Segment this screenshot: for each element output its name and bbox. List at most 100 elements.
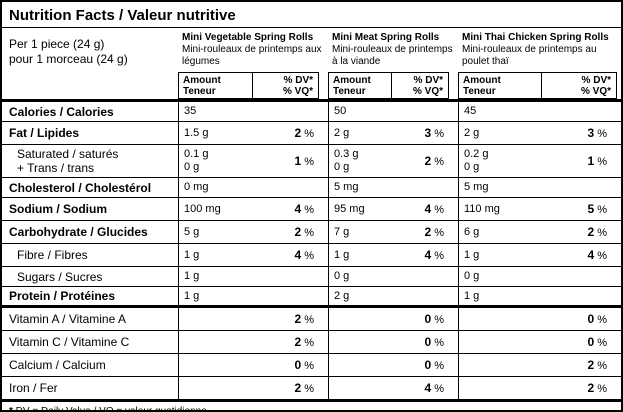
dv-number: 0 [294, 358, 302, 372]
amount-value-line: 45 [464, 105, 477, 117]
product-name-fr: Mini-rouleaux de printemps à la viande [332, 44, 453, 67]
daily-value-percent: 4 % [253, 198, 328, 220]
amount-value-line: 1 g [184, 289, 200, 302]
amount-value-line: 0 g [464, 270, 480, 282]
amount-column-header: Amount Teneur [179, 73, 252, 98]
amount-value [179, 317, 253, 321]
nutrient-value-cell: 0 g [328, 267, 458, 286]
daily-value-percent [540, 186, 621, 190]
percent-sign: % [594, 337, 607, 349]
nutrient-label-line: Cholesterol / Cholestérol [9, 180, 152, 195]
daily-value-percent: 1 % [540, 150, 621, 172]
dv-number: 3 [424, 126, 432, 140]
dv-number: 4 [424, 248, 432, 262]
daily-value-percent: 0 % [540, 331, 621, 353]
nutrient-value-cell: 0 % [458, 331, 621, 353]
dv-number: 3 [587, 126, 595, 140]
amount-value [329, 363, 393, 367]
nutrient-label: Fibre / Fibres [2, 244, 178, 266]
daily-value-column-header: % DV*% VQ* [541, 73, 616, 98]
amount-value: 7 g [329, 224, 393, 241]
amount-value-line: 2 g [334, 126, 350, 139]
dv-number: 4 [424, 381, 432, 395]
amount-value: 0 g [329, 268, 393, 285]
product-name-en: Mini Vegetable Spring Rolls [182, 32, 314, 43]
table-header: Per 1 piece (24 g) pour 1 morceau (24 g)… [2, 28, 621, 102]
nutrient-value-cell: 0 % [328, 308, 458, 330]
dv-number: 4 [587, 248, 595, 262]
dv-number: 5 [587, 202, 595, 216]
nutrient-value-cell: 0 g [458, 267, 621, 286]
percent-sign: % [594, 227, 607, 239]
amount-value: 45 [459, 103, 540, 120]
amount-header-line: Teneur [333, 86, 366, 97]
nutrient-label-line: + Trans / trans [17, 161, 95, 175]
amount-value [459, 363, 540, 367]
nutrient-row: Calcium / Calcium 0 % 0 % 2 % [2, 354, 621, 377]
percent-sign: % [301, 227, 314, 239]
amount-value-line: 0 g [184, 161, 200, 173]
daily-value-percent [393, 186, 458, 190]
nutrient-row: Calories / Calories 35 50 45 [2, 102, 621, 122]
daily-value-percent [253, 110, 328, 114]
daily-value-percent: 2 % [253, 331, 328, 353]
nutrient-value-cell: 4 % [328, 377, 458, 399]
amount-value [459, 340, 540, 344]
amount-value-line: 7 g [334, 225, 350, 238]
amount-value [329, 317, 393, 321]
daily-value-percent: 4 % [393, 198, 458, 220]
dv-number: 2 [294, 381, 302, 395]
daily-value-percent: 5 % [540, 198, 621, 220]
amount-value [179, 363, 253, 367]
amount-value: 6 g [459, 224, 540, 241]
amount-value-line: 1 g [464, 289, 480, 302]
daily-value-percent: 2 % [540, 377, 621, 399]
nutrient-value-cell: 1 g 4 % [178, 244, 328, 266]
amount-value-line: 0.2 g [464, 148, 489, 160]
nutrient-value-cell: 1 g [178, 267, 328, 286]
percent-sign: % [431, 337, 444, 349]
product-name-en: Mini Thai Chicken Spring Rolls [462, 32, 609, 43]
daily-value-percent [393, 294, 458, 298]
nutrient-label: Sugars / Sucres [2, 267, 178, 286]
amount-value-line: 6 g [464, 225, 480, 238]
amount-value-line: 0 g [334, 270, 350, 282]
amount-value: 35 [179, 103, 253, 120]
footnote-text: DV = Daily Value / VQ = valeur quotidien… [12, 406, 207, 412]
percent-sign: % [301, 337, 314, 349]
dv-number: 4 [294, 248, 302, 262]
amount-value: 100 mg [179, 201, 253, 218]
daily-value-percent [253, 186, 328, 190]
nutrient-label-line: Vitamin A / Vitamine A [9, 312, 126, 326]
product-name-en: Mini Meat Spring Rolls [332, 32, 440, 43]
percent-sign: % [301, 360, 314, 372]
nutrient-label: Iron / Fer [2, 377, 178, 399]
amount-value: 50 [329, 103, 393, 120]
nutrient-value-cell: 1 g 4 % [328, 244, 458, 266]
dv-header-line: % VQ* [580, 86, 611, 97]
percent-sign: % [431, 156, 444, 168]
nutrient-value-cell: 0 % [328, 331, 458, 353]
dv-number: 0 [424, 335, 432, 349]
dv-number: 2 [294, 126, 302, 140]
serving-size-fr: pour 1 morceau (24 g) [9, 52, 128, 66]
amount-value: 1 g [459, 288, 540, 305]
amount-value: 1 g [459, 247, 540, 264]
amount-value: 95 mg [329, 201, 393, 218]
amount-value-line: 1.5 g [184, 126, 209, 139]
daily-value-percent: 0 % [540, 308, 621, 330]
percent-sign: % [431, 227, 444, 239]
nutrient-value-cell: 2 % [178, 308, 328, 330]
daily-value-percent: 2 % [253, 122, 328, 144]
nutrient-value-cell: 0 mg [178, 178, 328, 197]
dv-number: 0 [587, 312, 595, 326]
nutrient-value-cell: 2 g 3 % [458, 122, 621, 144]
dv-number: 4 [294, 202, 302, 216]
percent-sign: % [594, 360, 607, 372]
daily-value-percent: 4 % [253, 244, 328, 266]
nutrient-value-cell: 1 g [458, 287, 621, 305]
amount-value-line: 2 g [334, 289, 350, 302]
